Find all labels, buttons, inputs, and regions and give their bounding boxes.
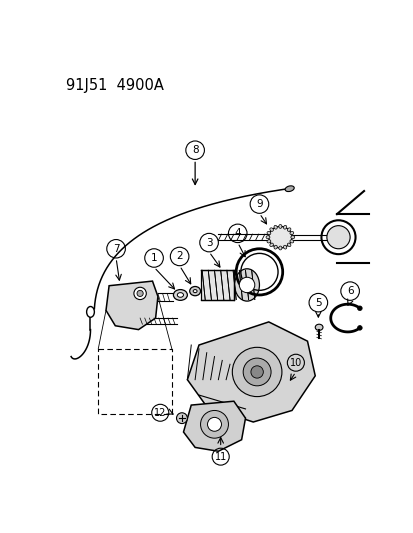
Circle shape <box>176 413 187 424</box>
Text: 5: 5 <box>314 297 321 308</box>
Circle shape <box>357 306 361 311</box>
Text: 12: 12 <box>154 408 166 418</box>
Ellipse shape <box>269 228 273 231</box>
Text: 4: 4 <box>234 228 240 238</box>
Ellipse shape <box>269 243 273 247</box>
Ellipse shape <box>314 324 322 330</box>
Text: 11: 11 <box>214 451 226 462</box>
Ellipse shape <box>278 246 281 250</box>
Ellipse shape <box>283 245 286 249</box>
Ellipse shape <box>266 231 270 235</box>
Polygon shape <box>187 322 314 422</box>
Ellipse shape <box>289 240 293 243</box>
Circle shape <box>200 410 228 438</box>
Ellipse shape <box>177 293 183 297</box>
Ellipse shape <box>273 245 277 249</box>
Ellipse shape <box>266 240 270 243</box>
Circle shape <box>250 366 263 378</box>
Circle shape <box>239 277 254 293</box>
Ellipse shape <box>285 186 294 191</box>
Polygon shape <box>106 281 157 329</box>
Circle shape <box>326 225 349 249</box>
Text: 3: 3 <box>205 238 212 248</box>
Circle shape <box>133 287 146 300</box>
Polygon shape <box>183 401 245 451</box>
Circle shape <box>357 326 361 330</box>
Text: 9: 9 <box>256 199 262 209</box>
Ellipse shape <box>283 225 286 229</box>
Ellipse shape <box>290 236 294 239</box>
Text: 10: 10 <box>289 358 301 368</box>
Text: 2: 2 <box>176 252 183 262</box>
Ellipse shape <box>193 289 197 293</box>
Ellipse shape <box>287 243 290 247</box>
Ellipse shape <box>330 234 338 240</box>
Ellipse shape <box>268 227 291 248</box>
Ellipse shape <box>287 228 290 231</box>
Ellipse shape <box>289 231 293 235</box>
Ellipse shape <box>173 289 187 301</box>
Text: 8: 8 <box>191 145 198 155</box>
Ellipse shape <box>273 225 277 229</box>
Circle shape <box>207 417 221 431</box>
Ellipse shape <box>189 287 200 296</box>
Ellipse shape <box>86 306 94 317</box>
FancyBboxPatch shape <box>200 270 233 300</box>
Ellipse shape <box>266 236 269 239</box>
Ellipse shape <box>278 224 281 228</box>
Circle shape <box>242 358 271 386</box>
Text: 7: 7 <box>112 244 119 254</box>
Text: 91J51  4900A: 91J51 4900A <box>66 78 163 93</box>
Ellipse shape <box>234 269 259 301</box>
Circle shape <box>232 348 281 397</box>
Circle shape <box>137 290 143 296</box>
Text: 6: 6 <box>346 286 353 296</box>
Text: 1: 1 <box>150 253 157 263</box>
